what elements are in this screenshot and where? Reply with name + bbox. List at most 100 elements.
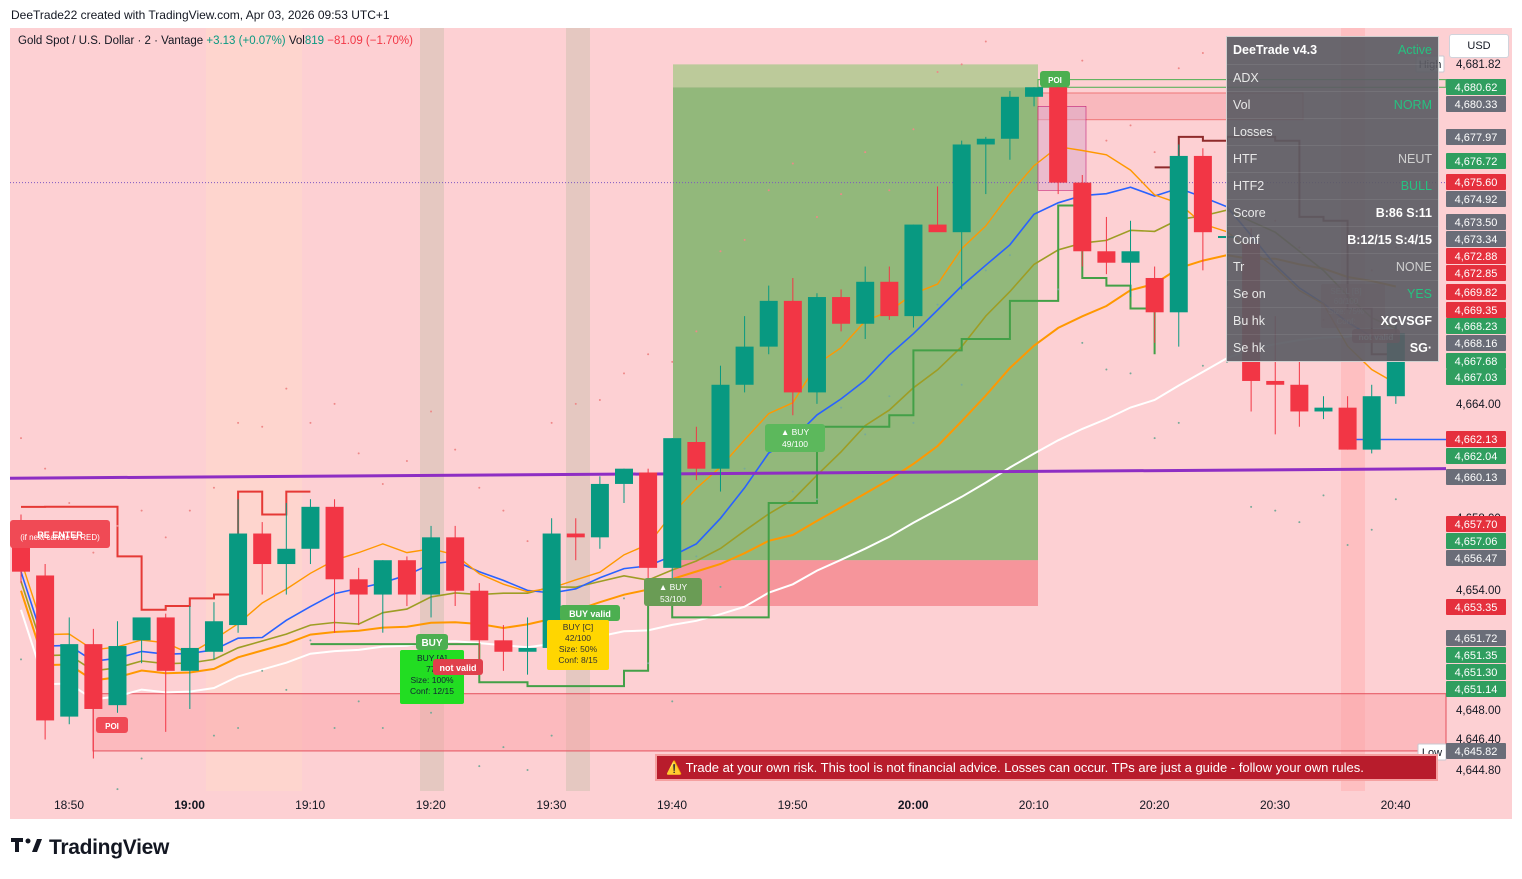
trail-dot: [261, 425, 264, 428]
candle-body: [807, 297, 826, 393]
price-label: 4,674.92: [1455, 194, 1498, 206]
candle-body: [1000, 96, 1019, 139]
trail-dot: [357, 700, 360, 703]
symbol-legend[interactable]: Gold Spot / U.S. Dollar · 2 · Vantage +3…: [18, 35, 413, 47]
trail-dot: [1394, 498, 1397, 501]
trail-dot: [912, 421, 915, 424]
re-enter-label-bg: [10, 520, 110, 548]
panel-row-key: Losses: [1233, 125, 1273, 139]
trail-dot: [1274, 509, 1277, 512]
candle-body: [880, 281, 899, 317]
currency-button[interactable]: USD: [1449, 34, 1509, 58]
trail-dot: [140, 757, 143, 760]
panel-row: Tr NONE: [1227, 253, 1438, 281]
price-label: 4,668.23: [1455, 321, 1498, 333]
panel-row: Se hk SG·: [1227, 334, 1438, 362]
candle-body: [1169, 155, 1188, 313]
trail-dot: [1153, 151, 1156, 154]
panel-row: ADX: [1227, 64, 1438, 92]
trail-dot: [526, 769, 529, 771]
candle-body: [783, 300, 802, 393]
candle-body: [277, 548, 296, 565]
trail-dot: [815, 215, 818, 218]
orange-fast-ma: [20, 145, 1397, 655]
trail-dot: [478, 765, 481, 768]
panel-row: Bu hk XCVSGF: [1227, 307, 1438, 335]
panel-row-value: B:86 S:11: [1375, 206, 1432, 220]
trail-dot: [164, 536, 167, 539]
trail-dot: [1033, 181, 1036, 184]
re-enter-label: RE ENTER: [37, 530, 83, 540]
price-label-bg: [1446, 533, 1506, 549]
trail-dot: [1201, 364, 1204, 367]
supertrend-bear-line: [21, 490, 311, 611]
trail-dot: [212, 486, 215, 489]
tradingview-brand[interactable]: TradingView: [11, 836, 169, 860]
olive-ma: [20, 209, 1397, 672]
price-label-bg: [1446, 214, 1506, 230]
poi-label-low: POI: [105, 722, 119, 731]
price-chart[interactable]: RE ENTER(if next candle is RED) POI POI BUY…: [10, 28, 1512, 819]
candle-body: [36, 575, 55, 721]
panel-row-key: HTF: [1233, 152, 1258, 166]
trail-dot: [237, 727, 240, 730]
price-label-bg: [1446, 431, 1506, 447]
trail-dot: [381, 727, 384, 730]
candle-body: [952, 144, 971, 233]
time-axis-tick: 19:40: [657, 798, 687, 812]
candle-body: [759, 300, 778, 347]
price-label-bg: [1446, 647, 1506, 663]
candle-body: [470, 590, 489, 641]
purple-level-line: [10, 467, 1447, 480]
price-label-bg: [1446, 630, 1506, 646]
price-axis-tick: 4,664.00: [1456, 399, 1501, 411]
candle-body: [349, 579, 368, 595]
buy-a-card-line: BUY [A]: [417, 653, 447, 663]
buy-signal-2-label: ▲ BUY: [659, 582, 688, 592]
panel-row-value: YES: [1406, 287, 1432, 301]
trail-dot: [864, 433, 867, 436]
candle-body: [518, 647, 537, 652]
trail-dot: [454, 448, 457, 451]
price-label: 4,680.33: [1455, 99, 1498, 111]
trail-dot: [840, 406, 843, 409]
price-label: 4,672.88: [1455, 251, 1498, 263]
top-bar: DeeTrade22 created with TradingView.com,…: [0, 0, 1522, 28]
price-label-bg: [1446, 599, 1506, 615]
orange-ma: [20, 254, 1397, 682]
candle-body: [639, 472, 658, 568]
candle-body: [1121, 251, 1140, 263]
trail-dot: [1057, 288, 1060, 291]
trail-dot: [478, 486, 481, 489]
candle-body: [904, 224, 923, 317]
deetrade-info-panel: DeeTrade v4.3 Active ADX Vol NORM Losses HTF…: [1226, 36, 1439, 362]
candle-body: [1290, 384, 1309, 412]
price-label-bg: [1446, 681, 1506, 697]
candle-body: [1097, 251, 1116, 263]
time-axis-tick: 20:10: [1019, 798, 1049, 812]
price-label: 4,673.34: [1455, 234, 1498, 246]
trail-dot: [140, 509, 143, 512]
trail-dot: [1322, 494, 1325, 497]
trail-dot: [92, 551, 95, 554]
price-axis-tick: 4,654.00: [1456, 585, 1501, 597]
trail-dot: [309, 421, 312, 424]
price-label-bg: [1446, 79, 1506, 95]
trail-dot: [1298, 521, 1301, 524]
panel-row-key: Se on: [1233, 287, 1266, 301]
buy-a-card-line: Size: 100%: [411, 675, 454, 685]
candle-body: [494, 640, 513, 652]
buy-a-card-line: Conf: 12/15: [410, 686, 454, 696]
buy-a-card-line: 77/: [426, 664, 438, 674]
panel-row: Losses: [1227, 118, 1438, 146]
price-label-bg: [1446, 743, 1506, 759]
price-label-bg: [1446, 318, 1506, 334]
trail-dot: [333, 402, 336, 405]
candle-body: [325, 506, 344, 580]
re-enter-sub-label: (if next candle is RED): [20, 533, 100, 542]
candle-body: [615, 468, 633, 484]
session-band: [566, 28, 590, 791]
symbol-name: Gold Spot / U.S. Dollar · 2 · Vantage: [18, 35, 204, 47]
trail-dot: [936, 303, 939, 306]
price-label-bg: [1446, 550, 1506, 566]
